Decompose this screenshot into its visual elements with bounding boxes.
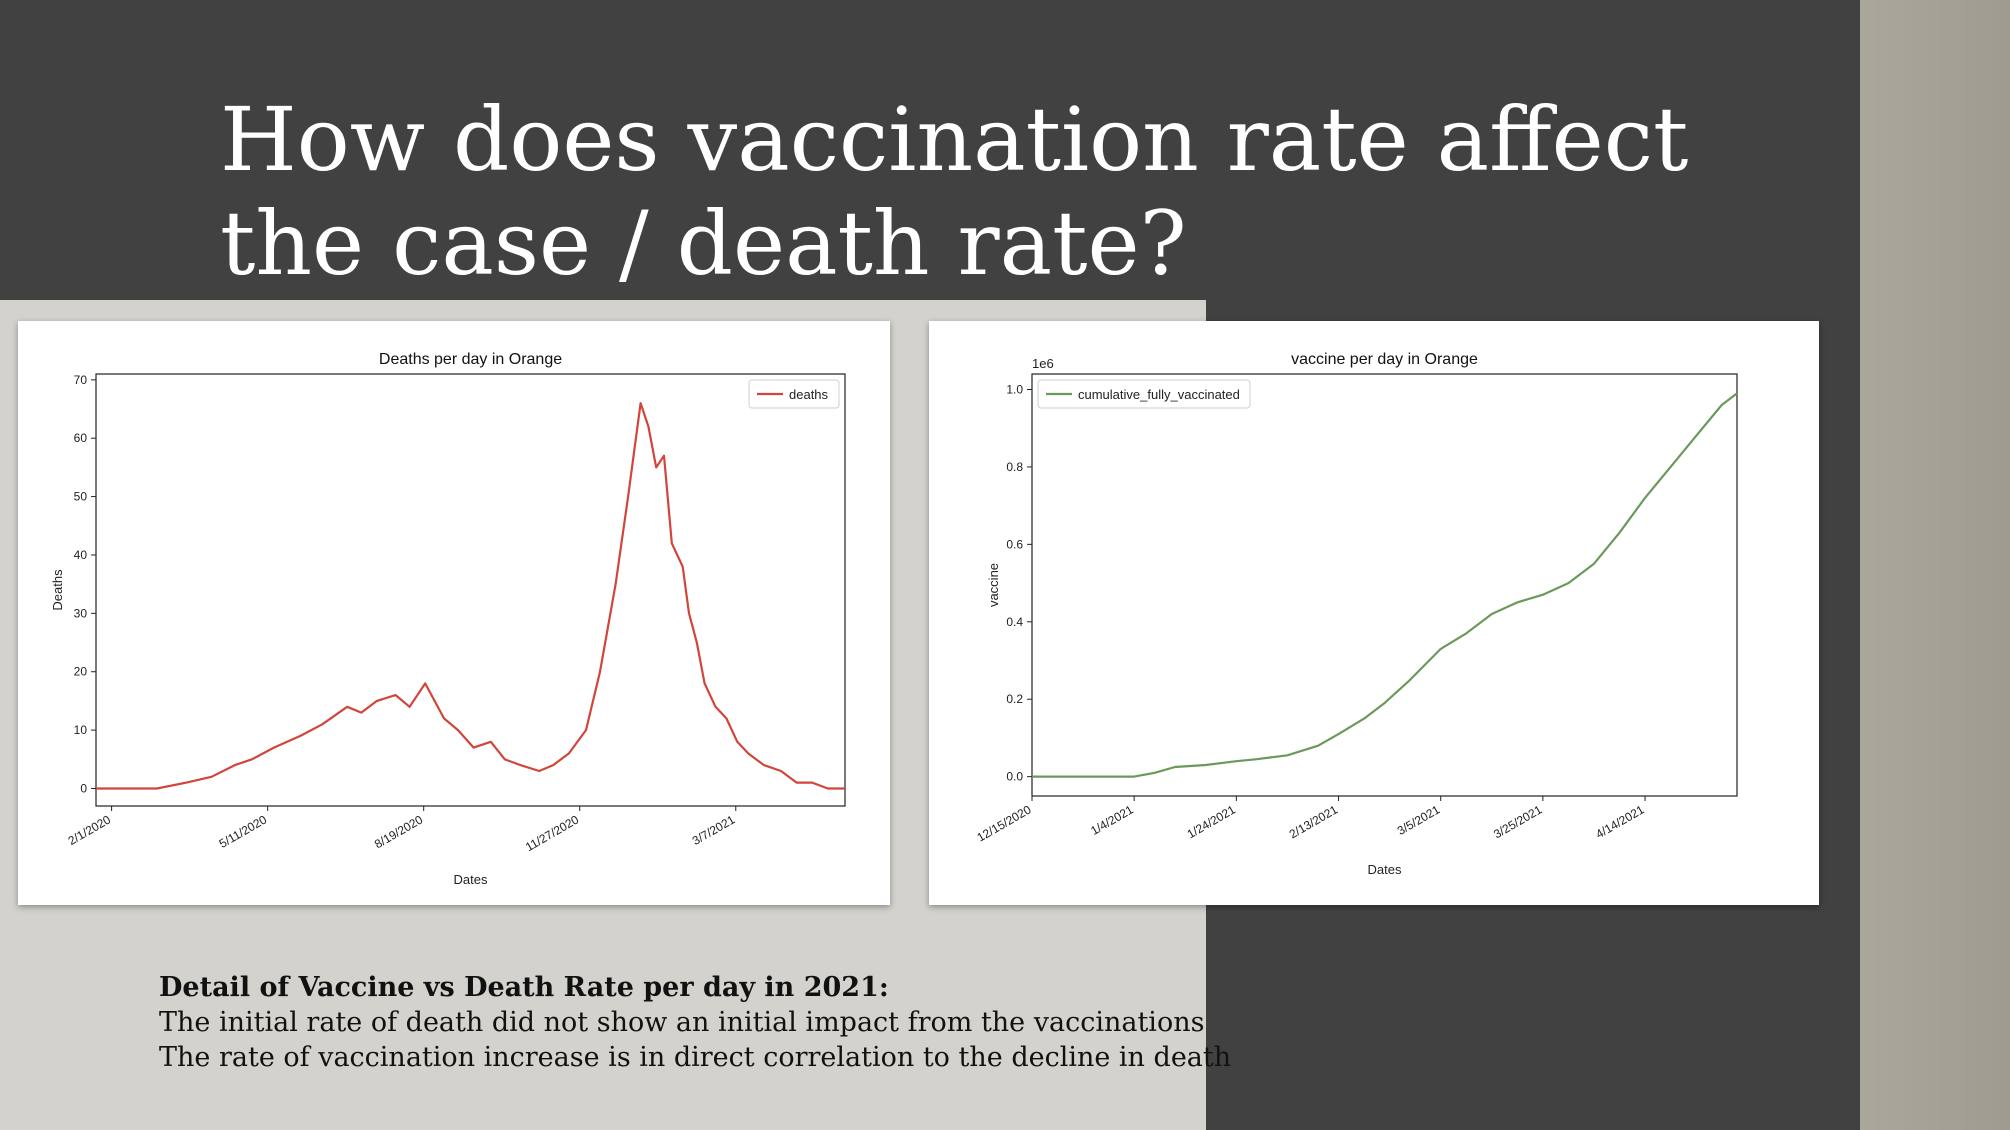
chart-title: vaccine per day in Orange (1291, 351, 1478, 368)
x-tick-label: 2/13/2021 (1287, 802, 1341, 841)
y-tick-label: 0.8 (1006, 460, 1023, 474)
x-tick-label: 3/5/2021 (1395, 802, 1443, 838)
x-tick-label: 5/11/2020 (217, 812, 270, 851)
y-tick-label: 40 (74, 548, 88, 562)
y-tick-label: 20 (74, 665, 88, 679)
deaths-chart-panel: Deaths per day in Orange 0 10 20 30 40 50 60 70 2… (18, 321, 890, 905)
plot-frame (1031, 373, 1738, 797)
x-tick-label: 2/1/2020 (66, 812, 114, 848)
x-tick-label: 4/14/2021 (1593, 802, 1647, 841)
legend-label: cumulative_fully_vaccinated (1078, 387, 1240, 402)
x-axis-label: Dates (454, 872, 488, 887)
y-tick-label: 50 (74, 490, 88, 504)
legend-box (1037, 379, 1251, 409)
chart-title: Deaths per day in Orange (379, 351, 562, 368)
detail-line-2: The rate of vaccination increase is in d… (159, 1042, 1232, 1073)
x-tick-label: 3/7/2021 (690, 812, 738, 848)
y-tick-label: 0.6 (1006, 537, 1023, 551)
detail-text-block: Detail of Vaccine vs Death Rate per day … (159, 970, 1232, 1075)
slide-right-stripe (1860, 0, 2010, 1130)
x-tick-label: 11/27/2020 (523, 812, 582, 854)
y-tick-label: 0.4 (1006, 615, 1023, 629)
x-tick-label: 8/19/2020 (372, 812, 426, 851)
y-tick-label: 70 (74, 373, 88, 387)
x-tick-label: 1/24/2021 (1185, 802, 1239, 841)
legend-box (748, 379, 840, 409)
x-tick-label: 12/15/2020 (974, 802, 1033, 844)
y-tick-label: 0.0 (1006, 770, 1023, 784)
detail-heading: Detail of Vaccine vs Death Rate per day … (159, 972, 889, 1003)
y-offset-label: 1e6 (1032, 356, 1054, 371)
y-tick-label: 60 (74, 431, 88, 445)
deaths-chart: Deaths per day in Orange 0 10 20 30 40 50 60 70 2… (50, 351, 846, 887)
vaccine-chart: vaccine per day in Orange 0.0 0.2 0.4 0.6 0.8… (974, 351, 1738, 877)
x-tick-label: 1/4/2021 (1088, 802, 1136, 838)
y-tick-label: 0 (80, 781, 87, 795)
y-tick-label: 1.0 (1006, 382, 1023, 396)
legend-label: deaths (789, 387, 829, 402)
series-line-deaths (96, 402, 845, 790)
y-tick-label: 30 (74, 606, 88, 620)
slide-top-band (0, 0, 1860, 300)
x-tick-label: 3/25/2021 (1491, 802, 1545, 841)
slide-title: How does vaccination rate affect the cas… (220, 88, 1689, 295)
plot-frame (95, 373, 846, 807)
vaccine-chart-panel: vaccine per day in Orange 0.0 0.2 0.4 0.6 0.8… (929, 321, 1819, 905)
series-line-cumulative_fully_vaccinated (1032, 392, 1738, 778)
y-tick-label: 0.2 (1006, 692, 1023, 706)
y-axis-label: Deaths (50, 569, 65, 611)
detail-line-1: The initial rate of death did not show a… (159, 1007, 1205, 1038)
x-axis-label: Dates (1368, 862, 1402, 877)
y-axis-label: vaccine (986, 563, 1001, 607)
y-tick-label: 10 (74, 723, 88, 737)
